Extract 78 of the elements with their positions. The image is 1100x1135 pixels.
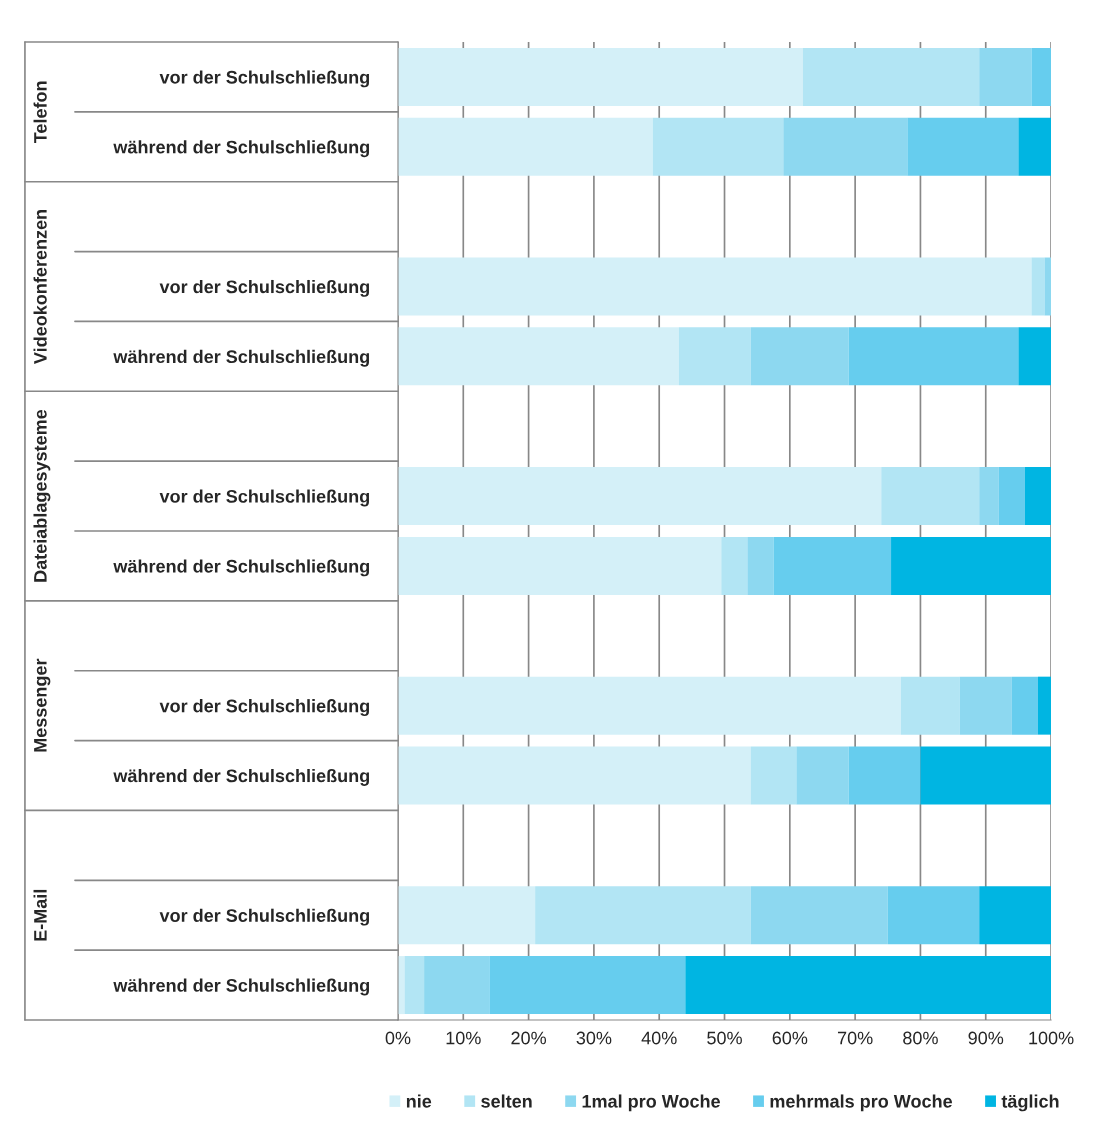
x-tick-label: 60% — [772, 1031, 808, 1045]
bar — [652, 117, 784, 176]
x-tick-label: 40% — [641, 1031, 677, 1045]
bar — [750, 327, 849, 386]
x-tick-label: 80% — [903, 1031, 938, 1045]
legend-label: mehrmals pro Woche — [770, 1094, 953, 1112]
bar — [802, 47, 980, 106]
bar — [397, 956, 405, 1015]
y-tick-label: während der Schulschließung — [113, 768, 370, 786]
bar — [397, 117, 653, 176]
bar — [721, 536, 748, 595]
bar — [404, 956, 425, 1015]
bar — [773, 536, 892, 595]
bar — [881, 467, 980, 526]
bar — [397, 327, 679, 386]
x-tick-label: 10% — [446, 1031, 481, 1045]
x-tick-label: 50% — [707, 1031, 742, 1045]
x-tick-label: 100% — [1029, 1031, 1074, 1045]
bar — [750, 886, 888, 945]
bar — [1031, 257, 1045, 316]
y-tick-label: während der Schulschließung — [113, 140, 370, 158]
text: Telefon — [33, 81, 47, 144]
bar — [1011, 676, 1038, 735]
bar — [796, 746, 849, 805]
y-tick-label: vor der Schulschließung — [159, 699, 370, 717]
bar — [1044, 257, 1052, 316]
bar — [397, 746, 751, 805]
x-tick-label: 90% — [968, 1031, 1004, 1045]
bar — [998, 467, 1025, 526]
x-tick-label: 0% — [385, 1031, 411, 1045]
text: Messenger — [34, 658, 51, 752]
bar — [1018, 117, 1052, 176]
legend-label: selten — [481, 1094, 532, 1108]
bar — [979, 886, 1052, 945]
text: E-Mail — [33, 889, 47, 941]
bar — [1024, 467, 1052, 526]
bar — [1037, 676, 1052, 735]
bar — [397, 676, 901, 735]
text: Videokonferenzen — [33, 210, 47, 364]
bar — [535, 886, 751, 945]
bar — [397, 467, 882, 526]
y-tick-label: vor der Schulschließung — [159, 908, 370, 926]
bar — [685, 956, 1052, 1015]
bar — [900, 676, 960, 735]
x-tick-label: 20% — [511, 1031, 547, 1045]
bar — [848, 327, 1019, 386]
bar — [397, 886, 536, 945]
text: Dateiablagesysteme — [33, 409, 51, 582]
legend-label: nie — [406, 1094, 432, 1108]
bar — [979, 467, 999, 526]
y-tick-label: während der Schulschließung — [113, 559, 370, 577]
bar — [489, 956, 686, 1015]
bar — [750, 746, 797, 805]
bar — [887, 886, 980, 945]
bar — [848, 746, 921, 805]
bar — [397, 536, 722, 595]
bar — [959, 676, 1012, 735]
y-tick-label: vor der Schulschließung — [159, 70, 370, 88]
bar — [397, 47, 803, 106]
bar — [1018, 327, 1052, 386]
x-tick-label: 70% — [837, 1031, 873, 1045]
bar — [397, 257, 1032, 316]
bar — [747, 536, 774, 595]
x-tick-label: 30% — [576, 1031, 612, 1045]
legend-label: 1mal pro Woche — [582, 1094, 720, 1112]
bar — [891, 536, 1052, 595]
bar — [920, 746, 1052, 805]
bar — [1031, 47, 1052, 106]
y-tick-label: während der Schulschließung — [113, 978, 370, 996]
bar — [424, 956, 490, 1015]
legend-label: täglich — [1001, 1094, 1059, 1112]
bar — [783, 117, 908, 176]
bar — [678, 327, 751, 386]
y-tick-label: während der Schulschließung — [113, 349, 370, 367]
bar — [907, 117, 1019, 176]
y-tick-label: vor der Schulschließung — [159, 489, 370, 507]
bar — [979, 47, 1032, 106]
y-tick-label: vor der Schulschließung — [159, 279, 370, 297]
